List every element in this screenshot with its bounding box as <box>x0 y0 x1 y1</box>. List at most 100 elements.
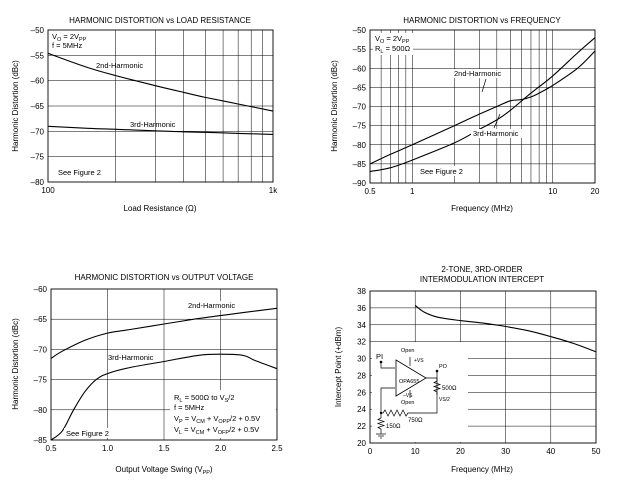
chart-intercept: 2-TONE, 3RD-ORDER INTERMODULATION INTERC… <box>334 265 601 474</box>
chart1-condition-f: f = 5MHz <box>52 41 82 50</box>
chart1-x-tick-label: 1k <box>269 186 278 195</box>
chart3-y-tick-label: –60 <box>34 285 48 294</box>
chart1-series-1-line <box>47 52 274 112</box>
chart2-y-tick-label: –75 <box>353 122 367 131</box>
chart1-x-axis-label: Load Resistance (Ω) <box>123 204 196 213</box>
chart1-plot-frame <box>47 29 274 183</box>
chart2-y-tick-label: –65 <box>353 83 367 92</box>
op-amp-icon <box>395 359 427 397</box>
chart2-y-tick-label: –60 <box>353 64 367 73</box>
chart3-footnote-backdrop <box>64 428 112 438</box>
chart1-y-tick-label: –75 <box>31 153 45 162</box>
chart1-y-tick-label: –65 <box>31 102 45 111</box>
schematic-r-feedback: 750Ω <box>408 418 423 424</box>
chart2-y-tick-label: –70 <box>353 103 367 112</box>
chart3-x-tick-label: 1.0 <box>102 444 114 453</box>
chart3-y-tick-label: –80 <box>34 406 48 415</box>
chart2-footnote: See Figure 2 <box>420 167 463 176</box>
schematic-vs-bottom: –VS <box>403 393 413 399</box>
output-node-icon <box>435 369 439 373</box>
chart3-condition-vp: VP = VCM + VOPP/2 + 0.5V <box>174 414 260 425</box>
chart3-series-1-line <box>50 307 278 359</box>
chart2-x-tick-label: 20 <box>591 187 600 196</box>
test-circuit-schematic: PI OPA655 Open +VS –VS Open PO 500Ω VS/2… <box>372 342 468 442</box>
chart2-y-tick-label: –85 <box>353 160 367 169</box>
schematic-vs-top: +VS <box>414 358 424 364</box>
chart2-x-tick-label: 1 <box>410 187 415 196</box>
chart2-title: HARMONIC DISTORTION vs FREQUENCY <box>403 16 561 25</box>
chart2-y-tick-label: –55 <box>353 45 367 54</box>
chart4-x-tick-label: 30 <box>501 447 510 456</box>
chart2-y-tick-label: –50 <box>353 26 367 35</box>
chart2-label-2nd-harmonic: 2nd-Harmonic <box>454 69 501 78</box>
chart2-y-tick-label: –80 <box>353 141 367 150</box>
schematic-vs-out: VS/2 <box>439 397 450 403</box>
chart4-x-tick-label: 40 <box>546 447 555 456</box>
chart4-series-1-line <box>414 304 597 353</box>
chart3-footnote: See Figure 2 <box>66 429 109 438</box>
schematic-po-label: PO <box>439 364 448 370</box>
chart1-label-3rd-harmonic: 3rd-Harmonic <box>130 120 176 129</box>
chart4-y-tick-label: 38 <box>357 287 366 296</box>
schematic-part-label: OPA655 <box>399 379 419 385</box>
chart2-condition-vo: VO = 2VPP <box>375 34 410 45</box>
chart4-title: 2-TONE, 3RD-ORDER <box>441 265 522 274</box>
chart3-y-tick-label: –75 <box>34 376 48 385</box>
chart2-series-2-line <box>369 37 596 173</box>
chart4-y-tick-label: 20 <box>357 439 366 448</box>
chart4-x-tick-label: 10 <box>411 447 420 456</box>
chart1-footnote: See Figure 2 <box>58 168 101 177</box>
chart2-x-tick-label: 10 <box>548 187 557 196</box>
chart1-y-tick-label: –55 <box>31 51 45 60</box>
chart1-series-2-line <box>47 125 274 135</box>
chart3-y-tick-label: –65 <box>34 315 48 324</box>
schematic-r-load: 500Ω <box>442 386 457 392</box>
chart2-series-1-line <box>369 50 596 165</box>
chart1-x-tick-label: 100 <box>41 186 55 195</box>
chart4-y-axis-label: Intercept Point (+dBm) <box>334 327 343 408</box>
schematic-r-input: 150Ω <box>386 424 401 430</box>
chart3-x-axis-label: Output Voltage Swing (VPP) <box>115 465 213 476</box>
chart2-condition-rl: RL = 500Ω <box>375 44 411 55</box>
chart3-x-tick-label: 1.5 <box>158 444 170 453</box>
chart-output-voltage: HARMONIC DISTORTION vs OUTPUT VOLTAGE –6… <box>11 273 283 476</box>
chart-frequency: HARMONIC DISTORTION vs FREQUENCY –50 –55 –… <box>330 16 600 213</box>
load-resistor-icon <box>432 378 442 395</box>
chart1-label-2nd-harmonic: 2nd-Harmonic <box>96 61 143 70</box>
chart-load-resistance: HARMONIC DISTORTION vs LOAD RESISTANCE –… <box>11 16 278 213</box>
chart3-x-tick-label: 2.0 <box>215 444 227 453</box>
chart2-label-backdrop-3rd <box>471 129 527 138</box>
chart2-label-backdrop-2nd <box>452 69 508 78</box>
chart2-footnote-backdrop <box>418 166 466 176</box>
chart2-condition-backdrop <box>373 33 413 55</box>
chart1-y-tick-label: –50 <box>31 26 45 35</box>
chart4-y-tick-label: 30 <box>357 355 366 364</box>
chart3-y-axis-label: Harmonic Distortion (dBc) <box>11 318 20 410</box>
schematic-pi-label: PI <box>376 352 383 361</box>
input-wire <box>380 362 395 369</box>
chart3-series-2-line <box>50 353 278 441</box>
input-resistor-icon <box>376 413 386 434</box>
chart4-x-axis-label: Frequency (MHz) <box>451 465 513 474</box>
chart1-title: HARMONIC DISTORTION vs LOAD RESISTANCE <box>69 16 251 25</box>
chart4-subtitle: INTERMODULATION INTERCEPT <box>420 275 544 284</box>
schematic-open-top: Open <box>401 348 414 354</box>
chart3-label-backdrop-2nd <box>186 301 244 310</box>
chart4-x-tick-label: 0 <box>368 447 373 456</box>
chart3-condition-rl: RL = 500Ω to VS/2 <box>174 393 235 404</box>
chart4-plot-frame <box>369 290 597 444</box>
chart1-y-tick-label: –60 <box>31 77 45 86</box>
chart4-y-tick-label: 22 <box>357 422 366 431</box>
chart4-x-tick-label: 50 <box>592 447 601 456</box>
chart4-y-tick-label: 28 <box>357 371 366 380</box>
chart4-y-tick-label: 32 <box>357 338 366 347</box>
chart2-plot-frame <box>369 29 596 184</box>
chart4-x-tick-label: 20 <box>456 447 465 456</box>
chart3-label-2nd-harmonic: 2nd-Harmonic <box>188 301 235 310</box>
chart3-label-3rd-harmonic: 3rd-Harmonic <box>108 353 154 362</box>
chart2-x-axis-label: Frequency (MHz) <box>451 204 513 213</box>
chart4-y-tick-label: 36 <box>357 304 366 313</box>
chart3-y-tick-label: –85 <box>34 436 48 445</box>
chart2-y-axis-label: Harmonic Distortion (dBc) <box>330 60 339 152</box>
